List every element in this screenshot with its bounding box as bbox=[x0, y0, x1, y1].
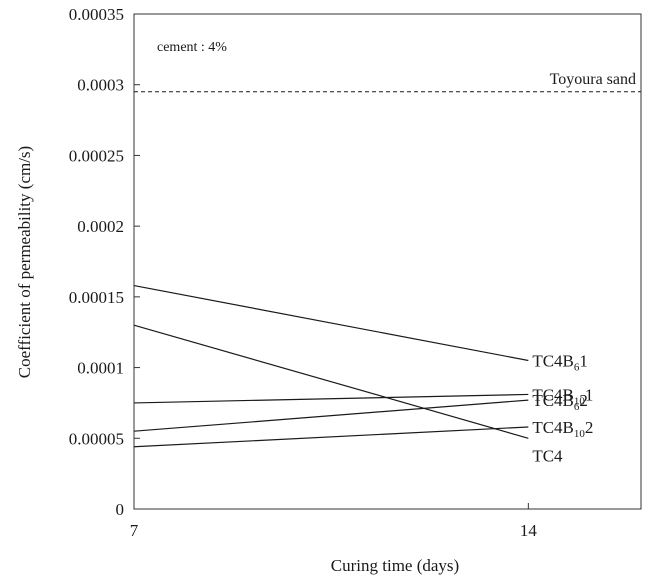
series-label: TC4B61 bbox=[532, 352, 588, 374]
y-axis-ticks: 0 0.00005 0.0001 0.00015 0.0002 0.00025 0.0003… bbox=[69, 5, 140, 519]
series-line bbox=[133, 399, 529, 432]
x-tick-label: 7 bbox=[130, 521, 139, 540]
reference-line-label: Toyoura sand bbox=[550, 71, 636, 88]
y-tick-label: 0.0002 bbox=[77, 217, 124, 236]
y-tick-label: 0.00015 bbox=[69, 288, 124, 307]
y-tick-label: 0.0003 bbox=[77, 76, 124, 95]
series-line bbox=[133, 324, 529, 439]
y-tick-label: 0.00005 bbox=[69, 429, 124, 448]
series-label: TC4B62 bbox=[532, 391, 588, 413]
y-tick-label: 0 bbox=[116, 500, 125, 519]
y-axis-label: Coefficient of permeability (cm/s) bbox=[15, 146, 34, 378]
series-label: TC4B101 bbox=[532, 385, 593, 407]
series-line bbox=[133, 284, 529, 362]
y-tick-label: 0.0001 bbox=[77, 359, 124, 378]
reference-line-group: Toyoura sand bbox=[134, 71, 641, 93]
chart-annotation: cement : 4% bbox=[157, 40, 227, 55]
series-line bbox=[133, 393, 529, 404]
series-label: TC4B102 bbox=[532, 418, 593, 440]
x-axis-label: Curing time (days) bbox=[331, 556, 459, 575]
y-tick-label: 0.00035 bbox=[69, 5, 124, 24]
plot-area-frame bbox=[133, 13, 642, 510]
series-label: TC4 bbox=[532, 446, 563, 465]
y-tick-label: 0.00025 bbox=[69, 146, 124, 165]
x-axis-ticks: 7 14 bbox=[130, 503, 538, 540]
x-tick-label: 14 bbox=[520, 521, 538, 540]
series-line bbox=[133, 426, 529, 448]
